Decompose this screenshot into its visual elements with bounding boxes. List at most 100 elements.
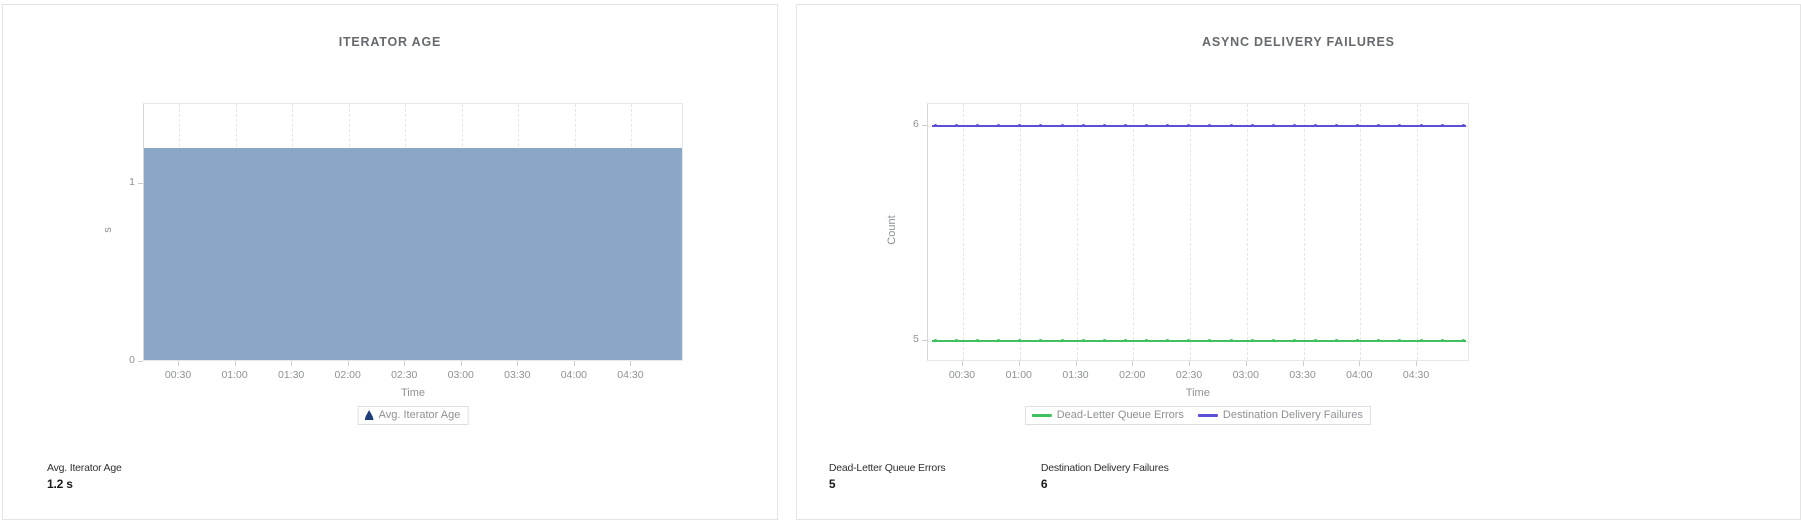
x-tick-mark <box>517 361 519 366</box>
series-marker <box>1461 339 1465 342</box>
y-tick-label: 6 <box>912 117 919 130</box>
x-tick-mark <box>178 361 180 366</box>
plot-area <box>143 103 683 361</box>
gridline-vertical <box>1360 104 1362 360</box>
series-marker <box>1102 339 1106 342</box>
stat-label: Destination Delivery Failures <box>1040 462 1169 474</box>
x-tick-label: 04:00 <box>1346 369 1373 381</box>
series-marker <box>997 124 1001 127</box>
x-tick-label: 01:30 <box>1062 369 1089 381</box>
y-tick-mark <box>921 339 927 341</box>
series-marker <box>997 339 1001 342</box>
x-tick-mark <box>1359 361 1361 366</box>
series-marker <box>1419 339 1423 342</box>
x-tick-mark <box>291 361 293 366</box>
stat-block: Destination Delivery Failures 6 <box>1041 462 1301 491</box>
widget-iterator-age: ITERATOR AGE 0 1 00:30 01:00 01:30 02:00 02:30… <box>2 4 778 520</box>
widget-title-iterator-age: ITERATOR AGE <box>338 35 442 49</box>
x-tick-mark <box>1018 361 1020 366</box>
legend-area-marker-icon <box>364 410 374 420</box>
y-tick-mark <box>138 361 143 362</box>
x-tick-label: 04:30 <box>617 369 644 381</box>
series-marker <box>1081 339 1085 342</box>
stat-label: Dead-Letter Queue Errors <box>828 462 946 474</box>
series-marker <box>1187 124 1191 127</box>
x-tick-label: 03:00 <box>447 369 474 381</box>
x-tick-mark <box>1132 361 1134 366</box>
series-marker <box>1166 124 1170 127</box>
series-marker <box>1461 124 1465 127</box>
x-tick-mark <box>404 361 406 366</box>
x-tick-label: 04:00 <box>560 369 587 381</box>
gridline-vertical <box>1303 104 1306 360</box>
series-marker <box>933 339 937 342</box>
y-tick-mark <box>138 183 143 185</box>
x-tick-label: 01:30 <box>278 369 305 381</box>
series-marker <box>933 124 937 127</box>
series-marker <box>1398 339 1402 342</box>
widget-async-delivery-failures: ASYNC DELIVERY FAILURES 5 6 00:30 01:00 01:3… <box>795 4 1801 520</box>
series-marker <box>1313 124 1317 127</box>
series-line-destination-delivery-failures <box>931 124 1466 127</box>
x-tick-label: 03:00 <box>1232 369 1259 381</box>
gridline-vertical <box>1190 104 1192 360</box>
x-tick-mark <box>573 361 575 366</box>
series-marker <box>954 339 958 342</box>
series-marker <box>1229 339 1233 342</box>
y-tick-label: 0 <box>129 354 135 366</box>
series-marker <box>1039 339 1043 342</box>
legend-entry[interactable]: Destination Delivery Failures <box>1197 409 1363 421</box>
x-tick-label: 02:00 <box>334 369 361 381</box>
series-marker <box>1356 124 1360 127</box>
series-marker <box>1419 124 1423 127</box>
gridline-vertical <box>963 104 965 360</box>
x-tick-label: 03:30 <box>1289 369 1316 381</box>
gridline-vertical <box>1417 104 1419 360</box>
series-marker <box>1123 124 1127 127</box>
series-marker <box>1398 124 1402 127</box>
series-marker <box>1145 339 1149 342</box>
x-tick-mark <box>1189 361 1191 366</box>
gridline-vertical <box>1133 104 1135 360</box>
series-marker <box>1060 339 1064 342</box>
y-tick-label: 5 <box>912 332 919 345</box>
series-marker <box>1166 339 1170 342</box>
legend-entry[interactable]: Avg. Iterator Age <box>364 409 460 421</box>
x-tick-mark <box>234 361 236 366</box>
x-tick-label: 02:00 <box>1119 369 1146 381</box>
legend-entry[interactable]: Dead-Letter Queue Errors <box>1031 409 1184 421</box>
legend-line-icon <box>1031 413 1052 417</box>
series-marker <box>1123 339 1127 342</box>
widget-title-async-delivery-failures: ASYNC DELIVERY FAILURES <box>1202 35 1395 49</box>
series-marker <box>1356 339 1360 342</box>
series-marker <box>954 124 958 127</box>
series-marker <box>1081 124 1085 127</box>
x-tick-mark <box>1075 361 1077 366</box>
series-marker <box>1187 339 1191 342</box>
stat-value: 6 <box>1040 477 1048 491</box>
stats-row-async-delivery-failures: Dead-Letter Queue Errors 5 Destination Del… <box>829 462 1301 491</box>
x-tick-mark <box>460 361 462 366</box>
series-marker <box>1208 339 1212 342</box>
x-tick-mark <box>630 361 632 366</box>
series-marker <box>976 339 980 342</box>
legend-label: Dead-Letter Queue Errors <box>1056 409 1184 421</box>
x-tick-label: 02:30 <box>1175 369 1203 381</box>
stats-row-iterator-age: Avg. Iterator Age 1.2 s <box>47 462 257 491</box>
series-marker <box>1292 339 1296 342</box>
series-marker <box>1229 124 1233 127</box>
gridline-vertical <box>1246 104 1249 360</box>
series-marker <box>1271 339 1275 342</box>
y-axis-title: s <box>102 227 114 233</box>
series-line-dead-letter-queue-errors <box>931 339 1466 342</box>
stat-label: Avg. Iterator Age <box>47 462 122 474</box>
x-tick-label: 02:30 <box>391 369 418 381</box>
x-tick-mark <box>962 361 963 366</box>
legend-line-icon <box>1197 413 1218 417</box>
series-marker <box>1039 124 1043 127</box>
series-marker <box>1018 124 1022 127</box>
chart-legend[interactable]: Dead-Letter Queue Errors Destination Deli… <box>1024 406 1371 425</box>
y-axis-title: Count <box>885 215 898 245</box>
chart-legend[interactable]: Avg. Iterator Age <box>357 406 469 425</box>
